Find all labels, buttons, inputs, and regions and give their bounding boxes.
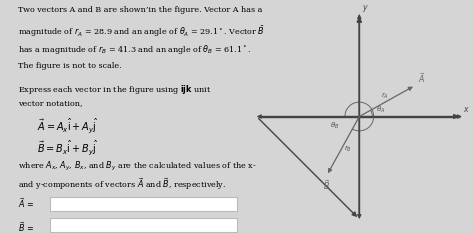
Text: has a magnitude of $r_B$ = 41.3 and an angle of $\theta_B$ = 61.1$^\circ$.: has a magnitude of $r_B$ = 41.3 and an a… [18, 43, 251, 56]
Text: The figure is not to scale.: The figure is not to scale. [18, 62, 122, 70]
Text: where $A_x$, $A_y$, $B_x$, and $B_y$ are the calculated values of the x-: where $A_x$, $A_y$, $B_x$, and $B_y$ are… [18, 160, 256, 173]
Text: $\vec{A} = A_x\mathrm{\hat{i}} + A_y\mathrm{\hat{j}}$: $\vec{A} = A_x\mathrm{\hat{i}} + A_y\mat… [37, 116, 99, 135]
Text: $\vec{A}$: $\vec{A}$ [418, 71, 425, 85]
Text: $r_A$: $r_A$ [381, 91, 389, 101]
Text: vector notation,: vector notation, [18, 99, 82, 107]
Text: magnitude of $r_A$ = 28.9 and an angle of $\theta_A$ = 29.1$^\circ$. Vector $\ba: magnitude of $r_A$ = 28.9 and an angle o… [18, 24, 265, 39]
Text: $\vec{B}$ =: $\vec{B}$ = [18, 220, 34, 233]
Text: $\vec{B} = B_x\mathrm{\hat{i}} + B_y\mathrm{\hat{j}}$: $\vec{B} = B_x\mathrm{\hat{i}} + B_y\mat… [37, 139, 99, 157]
Text: $r_B$: $r_B$ [344, 144, 352, 154]
Text: Two vectors A and B are shown’in the figure. Vector A has a: Two vectors A and B are shown’in the fig… [18, 6, 263, 14]
Text: $\theta_B$: $\theta_B$ [330, 121, 339, 131]
Text: $\vec{A}$ =: $\vec{A}$ = [18, 196, 35, 209]
Text: Express each vector in the figure using $\mathbf{ijk}$ unit: Express each vector in the figure using … [18, 83, 211, 96]
Text: and y-components of vectors $\vec{A}$ and $\vec{B}$, respectively.: and y-components of vectors $\vec{A}$ an… [18, 176, 226, 192]
Text: $\theta_A$: $\theta_A$ [376, 105, 385, 115]
Text: $\vec{B}$: $\vec{B}$ [323, 178, 330, 192]
Text: y: y [362, 3, 366, 13]
Text: x: x [463, 105, 468, 114]
